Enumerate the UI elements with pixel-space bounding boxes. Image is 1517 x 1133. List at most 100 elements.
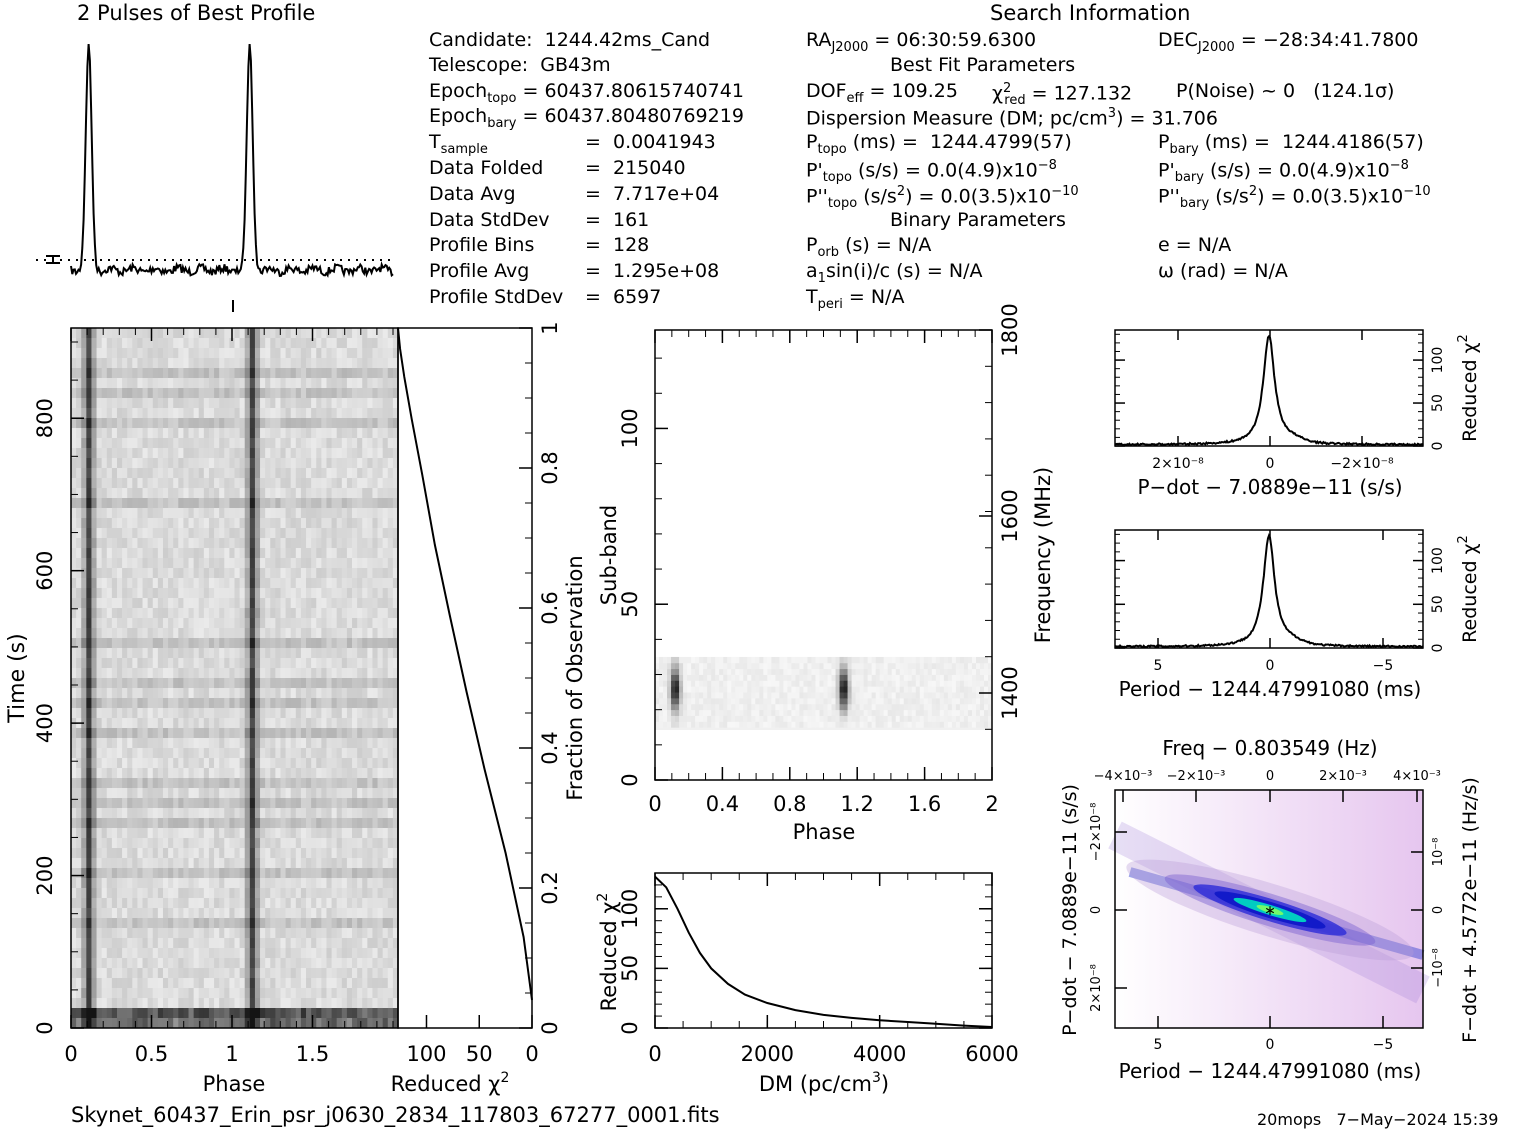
sb-cell xyxy=(655,715,660,722)
tp-cell xyxy=(198,858,205,869)
tp-cell xyxy=(377,938,384,949)
tp-cell xyxy=(254,848,261,859)
tp-cell xyxy=(300,488,307,499)
tp-cell xyxy=(392,938,399,949)
tp-cell xyxy=(275,808,281,819)
tp-cell xyxy=(234,618,241,629)
tp-cell xyxy=(300,568,307,579)
tp-cell xyxy=(111,328,118,339)
tp-cell xyxy=(219,698,225,709)
tp-cell xyxy=(270,528,276,539)
tp-cell xyxy=(254,598,261,609)
tp-cell xyxy=(193,898,200,909)
tp-cell xyxy=(122,678,128,689)
tp-cell xyxy=(290,448,297,459)
tp-cell xyxy=(331,348,338,359)
sb-cell xyxy=(727,703,732,711)
tp-cell xyxy=(377,528,384,539)
tp-cell xyxy=(198,1008,205,1019)
tp-cell xyxy=(341,398,348,409)
tp-cell xyxy=(290,618,297,629)
tp-cell xyxy=(270,998,276,1009)
tp-cell xyxy=(377,768,384,779)
tp-cell xyxy=(244,968,251,979)
tp-cell xyxy=(152,478,159,489)
sb-cell xyxy=(983,715,989,722)
sb-cell xyxy=(687,703,692,711)
tp-cell xyxy=(295,508,302,519)
tp-cell xyxy=(71,448,77,459)
tp-cell xyxy=(372,978,378,989)
sb-cell xyxy=(899,721,905,728)
tp-cell xyxy=(321,918,327,929)
tp-cell xyxy=(219,348,225,359)
sb-cell xyxy=(739,721,744,728)
tp-cell xyxy=(377,518,384,529)
tp-cell xyxy=(372,508,378,519)
tp-cell xyxy=(331,618,338,629)
tp-cell xyxy=(244,408,251,419)
tp-cell xyxy=(331,628,338,639)
tp-cell xyxy=(295,408,302,419)
tp-cell xyxy=(352,1008,358,1019)
tp-cell xyxy=(127,818,133,829)
tp-cell xyxy=(311,918,317,929)
tp-cell xyxy=(203,948,210,959)
tsample-value: = 0.0041943 xyxy=(585,131,716,153)
tp-cell xyxy=(387,478,394,489)
tp-cell xyxy=(280,938,286,949)
profile-line xyxy=(70,44,394,279)
tp-cell xyxy=(122,328,128,339)
sb-cell xyxy=(923,721,929,728)
tp-cell xyxy=(152,498,159,509)
tp-cell xyxy=(183,628,189,639)
tp-cell xyxy=(372,678,378,689)
tp-cell xyxy=(362,838,368,849)
tp-cell xyxy=(382,408,389,419)
tp-cell xyxy=(157,778,164,789)
tp-cell xyxy=(96,518,103,529)
tp-cell xyxy=(178,588,184,599)
tp-cell xyxy=(219,768,225,779)
tp-cell xyxy=(173,538,179,549)
tp-cell xyxy=(392,458,399,469)
tp-cell xyxy=(173,468,179,479)
tp-cell xyxy=(116,828,123,839)
tp-cell xyxy=(111,788,118,799)
tp-cell xyxy=(168,448,174,459)
tp-cell xyxy=(101,938,108,949)
tp-cell xyxy=(106,418,113,429)
tp-cell xyxy=(387,368,394,379)
tp-cell xyxy=(122,548,128,559)
tp-cell xyxy=(316,858,322,869)
tp-cell xyxy=(392,698,399,709)
tp-cell xyxy=(178,558,184,569)
tp-cell xyxy=(341,578,348,589)
tp-cell xyxy=(101,698,108,709)
tp-cell xyxy=(387,978,394,989)
tp-cell xyxy=(229,388,235,399)
tp-cell xyxy=(178,968,184,979)
tp-cell xyxy=(106,948,113,959)
tp-cell xyxy=(346,818,353,829)
tp-cell xyxy=(346,838,353,849)
sb-cell xyxy=(755,721,760,728)
tp-cell xyxy=(285,538,292,549)
tp-cell xyxy=(168,798,174,809)
tp-cell xyxy=(249,788,256,799)
tp-cell xyxy=(132,958,138,969)
tp-cell xyxy=(122,718,128,729)
tp-cell xyxy=(86,928,92,939)
tp-cell xyxy=(290,1008,297,1019)
tp-cell xyxy=(300,938,307,949)
tp-cell xyxy=(341,598,348,609)
tp-cell xyxy=(275,888,281,899)
tp-cell xyxy=(219,598,225,609)
tp-cell xyxy=(316,778,322,789)
sb-cell xyxy=(755,715,760,722)
tp-cell xyxy=(382,948,389,959)
tp-cell xyxy=(162,468,169,479)
sb-cell xyxy=(831,703,836,711)
tp-cell xyxy=(387,408,394,419)
tp-cell xyxy=(316,888,322,899)
